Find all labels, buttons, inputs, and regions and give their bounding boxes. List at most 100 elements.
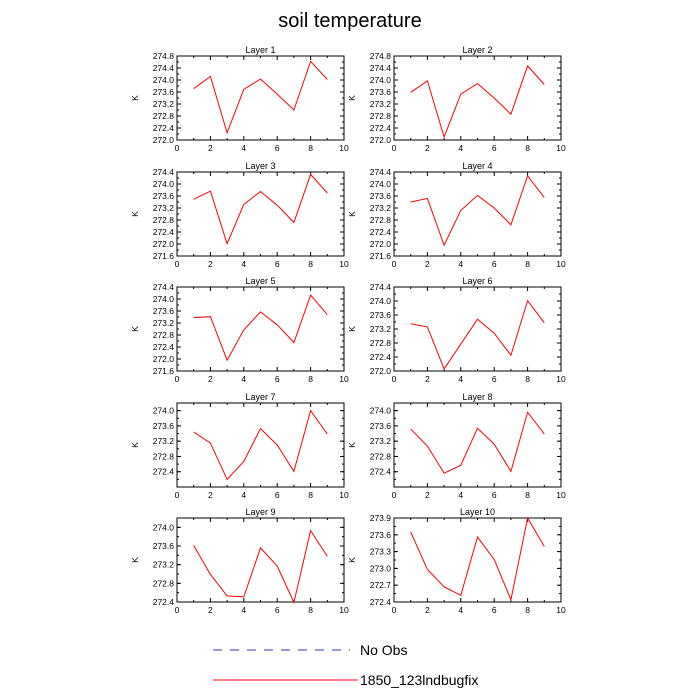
chart-panel: Layer 7 K 0 2 4 6 8 10 272.4 272.8 273.2 273.6 274.0 bbox=[130, 392, 349, 500]
y-tick-label: 272.8 bbox=[370, 338, 392, 348]
series-line bbox=[193, 60, 328, 135]
x-tick-label: 6 bbox=[492, 259, 497, 269]
y-axis-label: K bbox=[347, 326, 357, 332]
x-tick-label: 6 bbox=[275, 605, 280, 615]
plot-frame bbox=[393, 402, 562, 488]
x-tick-label: 8 bbox=[308, 490, 313, 500]
x-tick-label: 6 bbox=[492, 490, 497, 500]
y-tick-label: 272.4 bbox=[370, 123, 392, 133]
y-tick-label: 273.6 bbox=[370, 421, 392, 431]
x-tick-label: 8 bbox=[525, 605, 530, 615]
y-tick-label: 274.8 bbox=[370, 51, 392, 61]
y-tick-label: 272.0 bbox=[370, 135, 392, 145]
legend-label-no-obs: No Obs bbox=[360, 642, 407, 658]
x-tick-label: 10 bbox=[556, 605, 566, 615]
x-tick-label: 0 bbox=[392, 605, 397, 615]
x-tick-label: 10 bbox=[556, 374, 566, 384]
x-tick-label: 4 bbox=[458, 259, 463, 269]
y-tick-label: 272.4 bbox=[153, 123, 175, 133]
x-tick-label: 2 bbox=[425, 490, 430, 500]
x-tick-label: 10 bbox=[339, 605, 349, 615]
y-tick-label: 274.0 bbox=[153, 75, 175, 85]
plot-frame bbox=[176, 402, 345, 488]
y-tick-label: 272.4 bbox=[153, 597, 175, 607]
series-line bbox=[193, 294, 328, 362]
plot-frame bbox=[176, 55, 345, 141]
x-tick-label: 10 bbox=[556, 143, 566, 153]
x-tick-label: 2 bbox=[208, 143, 213, 153]
figure-title: soil temperature bbox=[278, 10, 421, 32]
y-tick-label: 272.8 bbox=[153, 215, 175, 225]
y-axis-label: K bbox=[130, 95, 140, 101]
x-tick-label: 4 bbox=[241, 143, 246, 153]
x-tick-label: 8 bbox=[525, 490, 530, 500]
series-line bbox=[193, 409, 328, 481]
plot-frame bbox=[176, 171, 345, 257]
x-tick-label: 4 bbox=[458, 143, 463, 153]
y-tick-label: 272.4 bbox=[370, 597, 392, 607]
series-line bbox=[410, 411, 545, 474]
x-tick-label: 10 bbox=[556, 259, 566, 269]
y-tick-label: 272.4 bbox=[153, 227, 175, 237]
series-line bbox=[193, 173, 328, 246]
y-axis-label: K bbox=[347, 95, 357, 101]
x-tick-label: 6 bbox=[275, 259, 280, 269]
chart-panel: Layer 5 K 0 2 4 6 8 10 271.6 272.0 272.4 272.8 273.2… bbox=[130, 276, 349, 384]
y-tick-label: 273.2 bbox=[153, 436, 175, 446]
y-axis-label: K bbox=[347, 557, 357, 563]
y-tick-label: 271.6 bbox=[153, 366, 175, 376]
series-line bbox=[410, 174, 545, 247]
y-tick-label: 274.4 bbox=[153, 167, 175, 177]
y-tick-label: 273.9 bbox=[370, 513, 392, 523]
y-tick-label: 273.6 bbox=[370, 310, 392, 320]
x-tick-label: 2 bbox=[425, 259, 430, 269]
y-axis-label: K bbox=[347, 442, 357, 448]
y-tick-label: 273.6 bbox=[153, 421, 175, 431]
panel-title: Layer 5 bbox=[245, 276, 275, 286]
x-tick-label: 0 bbox=[175, 143, 180, 153]
x-tick-label: 6 bbox=[275, 374, 280, 384]
plot-frame bbox=[393, 171, 562, 257]
x-tick-label: 0 bbox=[175, 490, 180, 500]
panel-title: Layer 4 bbox=[462, 161, 492, 171]
x-tick-label: 8 bbox=[525, 143, 530, 153]
y-tick-label: 274.4 bbox=[370, 167, 392, 177]
x-tick-label: 2 bbox=[208, 259, 213, 269]
series-line bbox=[410, 64, 545, 139]
plot-frame bbox=[176, 286, 345, 372]
x-tick-label: 4 bbox=[241, 374, 246, 384]
y-tick-label: 274.0 bbox=[153, 406, 175, 416]
y-tick-label: 272.7 bbox=[370, 580, 392, 590]
y-tick-label: 274.4 bbox=[153, 282, 175, 292]
x-tick-label: 2 bbox=[208, 605, 213, 615]
y-axis-label: K bbox=[130, 442, 140, 448]
x-tick-label: 2 bbox=[208, 490, 213, 500]
panel-title: Layer 10 bbox=[460, 507, 495, 517]
y-tick-label: 271.6 bbox=[153, 251, 175, 261]
x-tick-label: 10 bbox=[339, 374, 349, 384]
y-tick-label: 273.2 bbox=[153, 318, 175, 328]
y-tick-label: 272.4 bbox=[370, 352, 392, 362]
panel-grid: Layer 1 K 0 2 4 6 8 10 272.0 272.4 272.8 273.2 273.6… bbox=[130, 45, 566, 615]
legend-label-model: 1850_123lndbugfix bbox=[360, 672, 478, 688]
chart-panel: Layer 9 K 0 2 4 6 8 10 272.4 272.8 273.2 273.6 274.0 bbox=[130, 507, 349, 615]
x-tick-label: 6 bbox=[492, 374, 497, 384]
x-tick-label: 4 bbox=[458, 374, 463, 384]
y-tick-label: 272.4 bbox=[153, 342, 175, 352]
y-axis-label: K bbox=[347, 211, 357, 217]
x-tick-label: 10 bbox=[339, 143, 349, 153]
y-tick-label: 272.4 bbox=[153, 467, 175, 477]
series-line bbox=[410, 516, 545, 602]
x-tick-label: 2 bbox=[425, 374, 430, 384]
y-tick-label: 273.0 bbox=[370, 563, 392, 573]
y-tick-label: 274.0 bbox=[370, 406, 392, 416]
x-tick-label: 0 bbox=[175, 605, 180, 615]
y-tick-label: 273.2 bbox=[370, 99, 392, 109]
panel-title: Layer 7 bbox=[245, 392, 275, 402]
x-tick-label: 0 bbox=[392, 490, 397, 500]
y-tick-label: 274.0 bbox=[153, 522, 175, 532]
chart-panel: Layer 10 K 0 2 4 6 8 10 272.4 272.7 273.0 273.3 273.… bbox=[347, 507, 566, 615]
y-tick-label: 273.6 bbox=[370, 530, 392, 540]
panel-title: Layer 2 bbox=[462, 45, 492, 55]
